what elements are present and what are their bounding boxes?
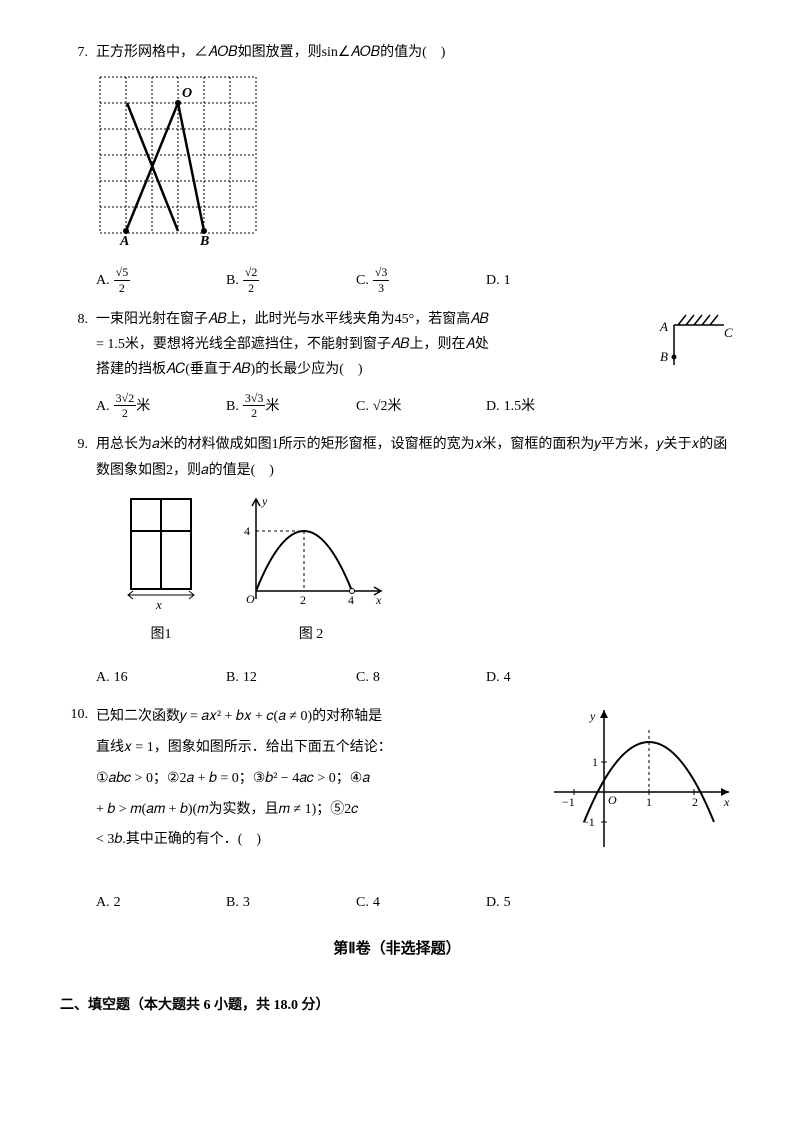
question-number: 8. xyxy=(60,307,96,421)
option-A[interactable]: A.16 xyxy=(96,665,226,690)
option-D[interactable]: D.1 xyxy=(486,266,511,294)
svg-text:y: y xyxy=(261,494,268,508)
svg-text:2: 2 xyxy=(692,795,698,809)
q8-figure: A B C xyxy=(644,307,734,388)
svg-text:2: 2 xyxy=(300,593,306,607)
q9-figure-2: 4 2 4 O x y 图 2 xyxy=(236,491,386,647)
q10-figure: −1 1 2 1 −1 O x y xyxy=(544,702,734,866)
question-text: 用总长为𝑎米的材料做成如图1所示的矩形窗框，设窗框的宽为𝑥米，窗框的面积为𝑦平方… xyxy=(96,432,734,482)
q8-options: A. 3√22米 B. 3√32米 C.√2米 D.1.5米 xyxy=(96,392,734,420)
option-A[interactable]: A.2 xyxy=(96,890,226,915)
svg-text:1: 1 xyxy=(592,755,598,769)
question-7: 7. 正方形网格中，∠𝐴𝑂𝐵如图放置，则sin∠𝐴𝑂𝐵的值为( ) O A B … xyxy=(60,40,734,295)
option-A[interactable]: A. √52 xyxy=(96,266,226,294)
option-C[interactable]: C.√2米 xyxy=(356,392,486,420)
q8-text-line: 一束阳光射在窗子𝐴𝐵上，此时光与水平线夹角为45°，若窗高𝐴𝐵 xyxy=(96,307,636,332)
question-number: 9. xyxy=(60,432,96,690)
svg-text:O: O xyxy=(246,592,255,606)
q10-text-line: + 𝑏 > 𝑚(𝑎𝑚 + 𝑏)(𝑚为实数，且𝑚 ≠ 1)；⑤2𝑐 xyxy=(96,795,536,826)
svg-text:C: C xyxy=(724,325,733,340)
q7-figure: O A B xyxy=(96,73,734,258)
option-A[interactable]: A. 3√22米 xyxy=(96,392,226,420)
q9-options: A.16 B.12 C.8 D.4 xyxy=(96,665,734,690)
question-number: 10. xyxy=(60,702,96,915)
question-8: 8. 一束阳光射在窗子𝐴𝐵上，此时光与水平线夹角为45°，若窗高𝐴𝐵 = 1.5… xyxy=(60,307,734,421)
question-9: 9. 用总长为𝑎米的材料做成如图1所示的矩形窗框，设窗框的宽为𝑥米，窗框的面积为… xyxy=(60,432,734,690)
q10-options: A.2 B.3 C.4 D.5 xyxy=(96,890,734,915)
question-number: 7. xyxy=(60,40,96,295)
option-C[interactable]: C. √33 xyxy=(356,266,486,294)
q8-text-line: 搭建的挡板𝐴𝐶(垂直于𝐴𝐵)的长最少应为( ) xyxy=(96,357,636,382)
option-D[interactable]: D.4 xyxy=(486,665,511,690)
question-text: 正方形网格中，∠𝐴𝑂𝐵如图放置，则sin∠𝐴𝑂𝐵的值为( ) xyxy=(96,40,734,65)
svg-text:B: B xyxy=(660,349,668,364)
option-B[interactable]: B. 3√32米 xyxy=(226,392,356,420)
svg-text:x: x xyxy=(375,593,382,607)
svg-text:A: A xyxy=(119,234,129,249)
svg-text:x: x xyxy=(155,597,162,611)
q10-text-line: 已知二次函数𝑦 = 𝑎𝑥² + 𝑏𝑥 + 𝑐(𝑎 ≠ 0)的对称轴是 xyxy=(96,702,536,733)
question-10: 10. 已知二次函数𝑦 = 𝑎𝑥² + 𝑏𝑥 + 𝑐(𝑎 ≠ 0)的对称轴是 直… xyxy=(60,702,734,915)
svg-text:4: 4 xyxy=(348,593,354,607)
grid-angle-diagram: O A B xyxy=(96,73,272,249)
option-D[interactable]: D.1.5米 xyxy=(486,392,535,420)
svg-text:−1: −1 xyxy=(562,795,575,809)
q10-text-line: 直线𝑥 = 1，图象如图所示．给出下面五个结论： xyxy=(96,733,536,764)
svg-text:B: B xyxy=(199,234,209,249)
svg-text:O: O xyxy=(608,793,617,807)
svg-text:y: y xyxy=(589,709,596,723)
option-B[interactable]: B.3 xyxy=(226,890,356,915)
section-title: 第Ⅱ卷（非选择题） xyxy=(60,936,734,963)
q10-text-line: < 3𝑏.其中正确的有个．( ) xyxy=(96,825,536,856)
svg-text:O: O xyxy=(182,86,192,101)
option-C[interactable]: C.4 xyxy=(356,890,486,915)
svg-text:−1: −1 xyxy=(582,815,595,829)
q8-text-line: = 1.5米，要想将光线全部遮挡住，不能射到窗子𝐴𝐵上，则在𝐴处 xyxy=(96,332,636,357)
svg-text:A: A xyxy=(659,319,668,334)
option-D[interactable]: D.5 xyxy=(486,890,511,915)
q10-text-line: ①𝑎𝑏𝑐 > 0；②2𝑎 + 𝑏 = 0；③𝑏² − 4𝑎𝑐 > 0；④𝑎 xyxy=(96,764,536,795)
svg-text:4: 4 xyxy=(244,524,250,538)
svg-text:1: 1 xyxy=(646,795,652,809)
q9-figure-1: x 图1 xyxy=(116,491,206,647)
option-B[interactable]: B. √22 xyxy=(226,266,356,294)
option-B[interactable]: B.12 xyxy=(226,665,356,690)
svg-text:x: x xyxy=(723,795,730,809)
q7-options: A. √52 B. √22 C. √33 D.1 xyxy=(96,266,734,294)
section-header: 二、填空题（本大题共 6 小题，共 18.0 分） xyxy=(60,993,734,1018)
option-C[interactable]: C.8 xyxy=(356,665,486,690)
